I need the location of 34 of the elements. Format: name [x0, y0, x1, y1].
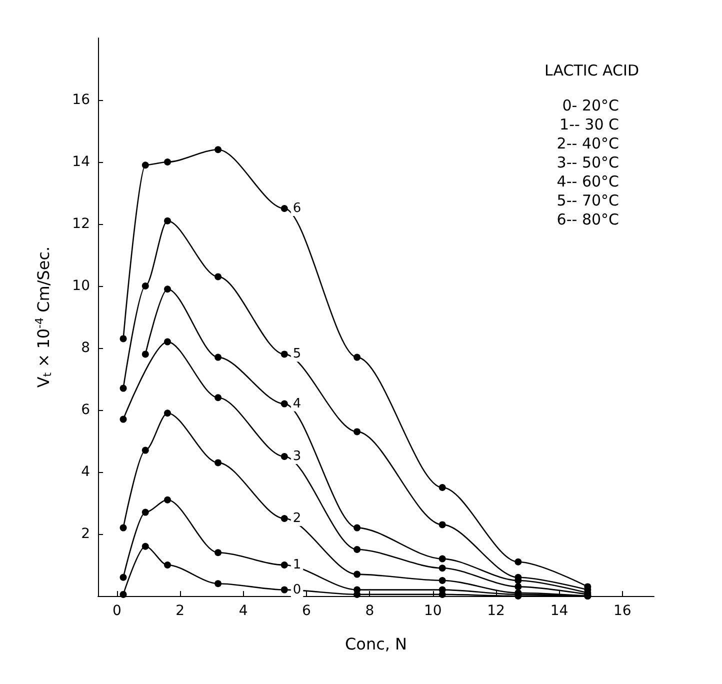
x-tick-label: 0 — [112, 603, 122, 619]
annotation: 5-- 70°C — [556, 192, 620, 210]
y-tick-label: 10 — [72, 278, 90, 294]
y-tick-label: 16 — [72, 92, 90, 108]
series-label: 6 — [292, 201, 302, 216]
x-axis-title: Conc, N — [344, 634, 408, 654]
annotation: 3-- 50°C — [556, 154, 620, 172]
series-label: 1 — [292, 558, 302, 572]
x-tick-label: 6 — [302, 603, 312, 619]
y-tick-label: 2 — [81, 526, 90, 542]
series-label: 4 — [292, 396, 302, 412]
x-tick-label: 4 — [238, 603, 248, 619]
y-tick-label: 8 — [81, 340, 90, 356]
annotation: 6-- 80°C — [556, 210, 620, 228]
series-label: 2 — [292, 511, 302, 526]
y-axis-title: Vt × 10-4 Cm/Sec. — [33, 246, 54, 388]
x-tick-label: 14 — [550, 603, 568, 619]
x-tick-label: 8 — [365, 603, 374, 619]
annotation: 2-- 40°C — [556, 134, 620, 152]
y-tick-label: 14 — [72, 154, 90, 170]
text: LACTIC ACID — [544, 62, 640, 80]
x-tick-label: 12 — [487, 603, 505, 619]
annotation: 1-- 30 C — [560, 116, 620, 134]
x-tick-label: 2 — [176, 603, 185, 619]
x-tick-label: 16 — [613, 603, 632, 619]
annotation: 0- 20°C — [562, 96, 620, 114]
annotation: 4-- 60°C — [556, 172, 620, 190]
x-tick-label: 10 — [424, 603, 442, 619]
y-tick-label: 6 — [81, 402, 90, 418]
y-tick-label: 12 — [72, 216, 90, 232]
series-label: 3 — [292, 449, 302, 464]
series-label: 5 — [292, 346, 302, 362]
y-tick-label: 4 — [81, 464, 90, 480]
series-label: 0 — [292, 582, 302, 598]
